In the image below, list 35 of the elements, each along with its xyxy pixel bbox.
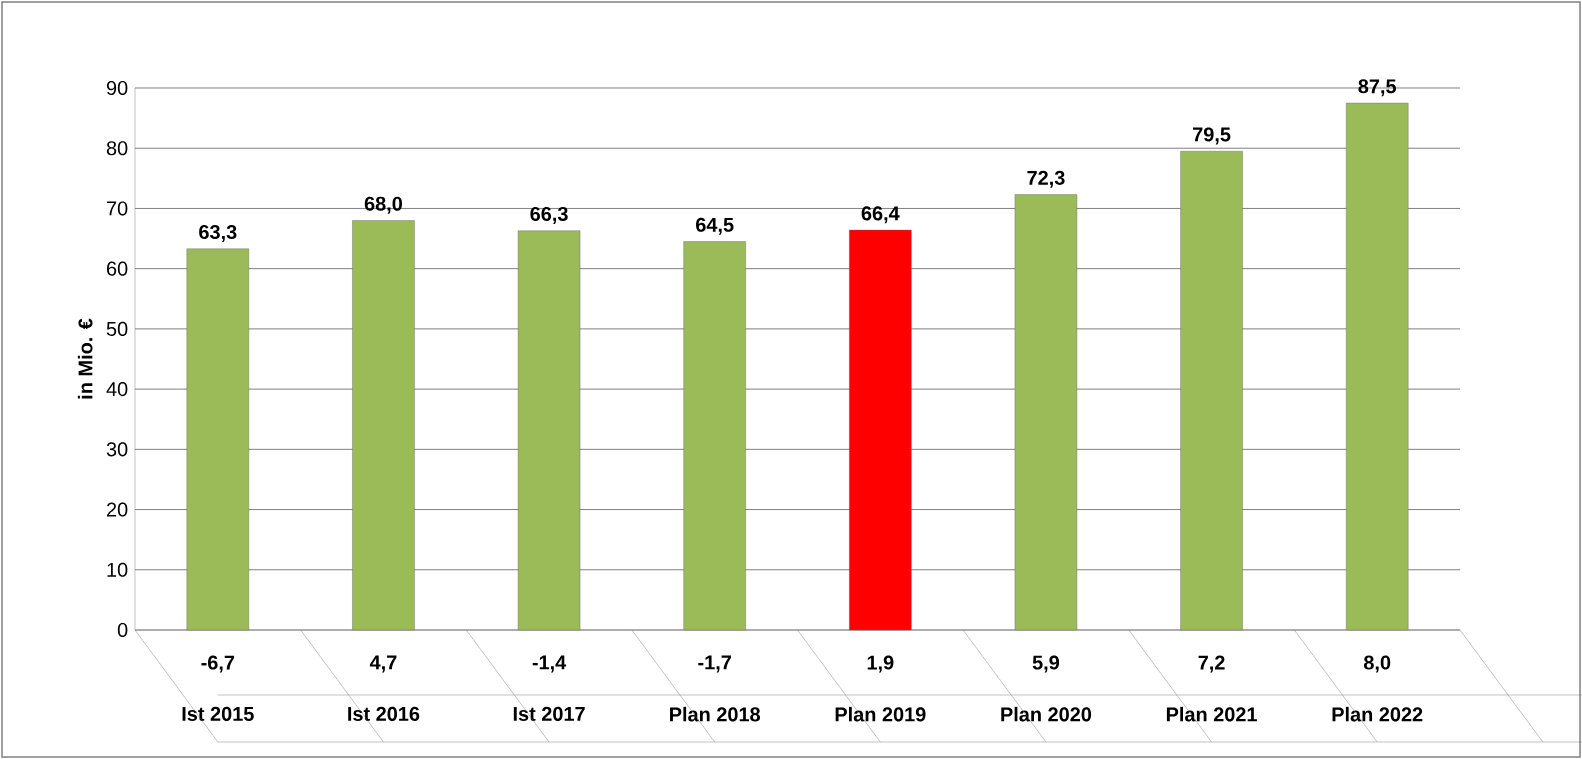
data-label: 64,5 xyxy=(696,217,734,235)
y-tick-label: 0 xyxy=(117,622,128,638)
y-tick-label: 30 xyxy=(106,442,128,457)
y-tick-label: 10 xyxy=(107,562,128,577)
x-tick-label: Ist 2016 xyxy=(348,706,420,721)
text: -1,4 xyxy=(532,655,567,673)
data-label: 63,3 xyxy=(199,224,237,242)
data-label: 72,3 xyxy=(1027,170,1065,188)
data-label: 68,0 xyxy=(364,196,403,214)
y-tick-label: 50 xyxy=(106,321,128,336)
x-tick-label: Plan 2021 xyxy=(1166,706,1257,722)
text: -1,7 xyxy=(698,655,731,673)
x-tick-label: Ist 2015 xyxy=(182,706,254,721)
text: 1,9 xyxy=(867,655,894,673)
y-tick-label: 80 xyxy=(106,141,128,156)
y-tick-label: 60 xyxy=(107,261,128,276)
x-tick-label: Plan 2018 xyxy=(670,706,761,722)
text: 5,9 xyxy=(1032,655,1060,673)
x-tick-label: Ist 2017 xyxy=(513,706,585,721)
y-tick-label: 90 xyxy=(106,80,128,96)
data-label: 79,5 xyxy=(1193,127,1231,145)
text: 4,7 xyxy=(369,655,397,673)
x-tick-label: Plan 2019 xyxy=(835,706,926,722)
y-tick-label: 40 xyxy=(106,382,128,397)
y-tick-label: 70 xyxy=(107,201,128,216)
y-axis-title: in Mio. € xyxy=(77,318,93,399)
text: 8,0 xyxy=(1363,655,1391,673)
text: -6,7 xyxy=(201,655,235,673)
data-label: 66,4 xyxy=(861,206,900,224)
x-tick-label: Plan 2020 xyxy=(1001,706,1092,722)
data-label: 87,5 xyxy=(1358,79,1397,97)
text: 7,2 xyxy=(1198,655,1225,673)
y-tick-label: 20 xyxy=(107,502,128,517)
x-tick-label: Plan 2022 xyxy=(1332,706,1423,722)
data-label: 66,3 xyxy=(530,206,568,224)
